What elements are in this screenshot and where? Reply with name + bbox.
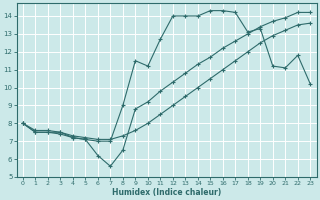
X-axis label: Humidex (Indice chaleur): Humidex (Indice chaleur) bbox=[112, 188, 221, 197]
